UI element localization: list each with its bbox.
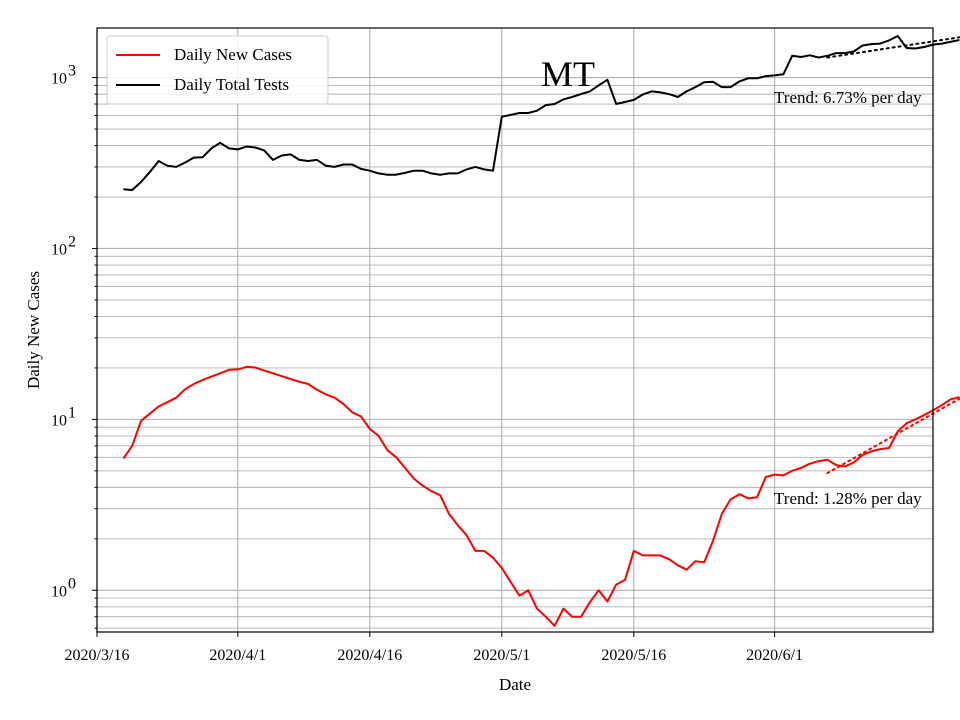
chart-title: MT — [541, 54, 595, 94]
y-tick-exponent: 2 — [68, 233, 76, 250]
series-layer — [122, 35, 960, 627]
x-tick-label: 2020/5/1 — [473, 647, 530, 664]
x-tick-label: 2020/4/1 — [209, 647, 266, 664]
x-axis-label: Date — [499, 675, 531, 694]
x-tick-label: 2020/4/16 — [337, 647, 402, 664]
trend-annotation-cases: Trend: 1.28% per day — [774, 489, 922, 508]
y-tick-exponent: 1 — [68, 404, 76, 421]
trend-annotation-tests: Trend: 6.73% per day — [774, 88, 922, 107]
y-tick-label: 10 — [51, 241, 67, 258]
y-tick-label: 10 — [51, 583, 67, 600]
y-tick-exponent: 3 — [68, 63, 76, 80]
y-axis-label: Daily New Cases — [24, 271, 43, 389]
series-line-tests — [123, 35, 960, 191]
legend-label-cases: Daily New Cases — [174, 45, 292, 64]
legend: Daily New Cases Daily Total Tests — [106, 35, 329, 105]
trend-line-tests — [826, 36, 960, 59]
legend-label-tests: Daily Total Tests — [174, 75, 289, 94]
x-tick-label: 2020/3/16 — [65, 647, 130, 664]
x-tick-label: 2020/6/1 — [746, 647, 803, 664]
grid — [96, 28, 933, 632]
x-tick-label: 2020/5/16 — [601, 647, 666, 664]
legend-box — [106, 35, 329, 105]
y-tick-label: 10 — [51, 71, 67, 88]
series-line-cases — [122, 365, 960, 627]
plot-frame — [96, 27, 934, 633]
y-tick-label: 10 — [51, 412, 67, 429]
ticks: 2020/3/16 2020/4/1 2020/4/16 2020/5/1 2020/5… — [51, 63, 803, 664]
y-tick-exponent: 0 — [68, 575, 76, 592]
trend-line-cases — [826, 397, 960, 475]
